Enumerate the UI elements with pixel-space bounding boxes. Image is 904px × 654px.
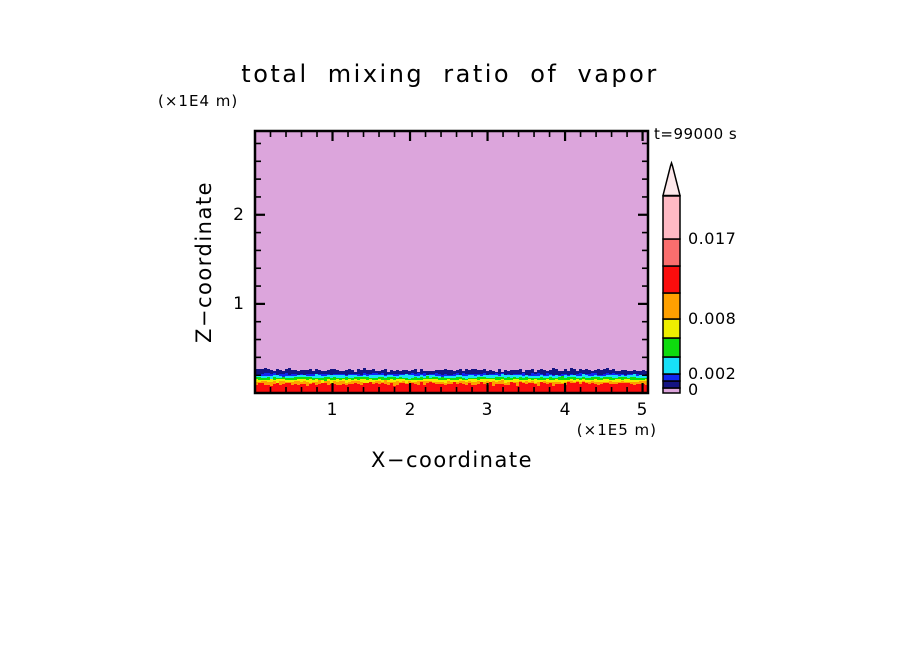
x-tick-label-2: 2 [404, 400, 416, 420]
colorbar-segment-3 [662, 356, 681, 375]
field-background [255, 131, 648, 393]
colorbar-segment-8 [662, 238, 681, 267]
x-tick-label-5: 5 [636, 400, 648, 420]
field [255, 131, 648, 393]
z-tick-label-2: 2 [233, 205, 244, 225]
axis-ticks [256, 132, 647, 392]
colorbar-segment-2 [662, 373, 681, 382]
colorbar-value-label: 0.017 [688, 229, 737, 248]
colorbar-value-label: 0.008 [688, 309, 737, 328]
colorbar-value-label: 0 [688, 380, 699, 399]
colorbar-segment-1 [662, 380, 681, 389]
plot-border [253, 129, 650, 395]
z-tick-label-1: 1 [233, 294, 244, 314]
x-tick-label-4: 4 [559, 400, 571, 420]
x-axis-title: X−coordinate [371, 448, 533, 472]
colorbar-segment-7 [662, 265, 681, 294]
colorbar-segment-5 [662, 318, 681, 339]
time-stamp-label: t=99000 s [654, 125, 738, 143]
colorbar-segment-4 [662, 337, 681, 358]
colorbar [662, 160, 681, 394]
colorbar-segment-9 [662, 195, 681, 240]
colorbar-overflow-arrow-icon [662, 160, 681, 197]
x-axis-unit-label: (×1E5 m) [576, 421, 657, 439]
colorbar-segment-6 [662, 292, 681, 320]
x-tick-label-1: 1 [326, 400, 338, 420]
colorbar-value-label: 0.002 [688, 364, 737, 383]
x-tick-label-3: 3 [481, 400, 493, 420]
y-axis-title: Z−coordinate [192, 181, 216, 343]
z-axis-unit-label: (×1E4 m) [158, 92, 239, 110]
chart-title: total mixing ratio of vapor [241, 60, 659, 88]
